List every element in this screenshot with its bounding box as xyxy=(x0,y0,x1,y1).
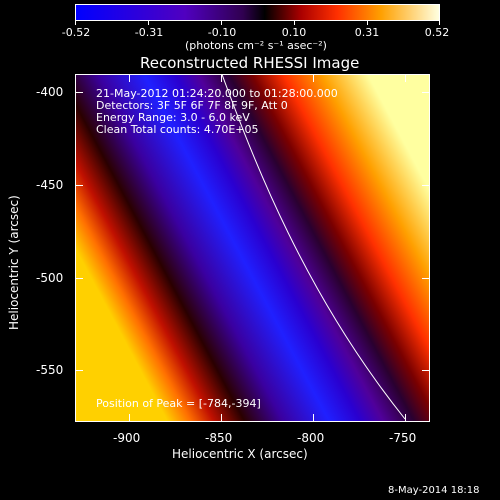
y-tick xyxy=(422,278,430,279)
x-tick-label: -850 xyxy=(205,431,233,445)
colorbar-tick-label: -0.52 xyxy=(61,26,91,39)
colorbar-units: (photons cm⁻² s⁻¹ asec⁻²) xyxy=(185,39,327,52)
colorbar-tick-label: 0.10 xyxy=(281,26,307,39)
x-tick-label: -800 xyxy=(297,431,325,445)
colorbar-tick-label: -0.31 xyxy=(134,26,164,39)
colorbar-tick-label: 0.31 xyxy=(354,26,380,39)
chart-title: Reconstructed RHESSI Image xyxy=(140,54,360,72)
y-tick xyxy=(422,92,430,93)
y-tick-label: -400 xyxy=(36,85,64,99)
x-tick xyxy=(221,74,222,82)
colorbar-tick xyxy=(221,21,222,25)
generation-date: 8-May-2014 18:18 xyxy=(388,485,480,496)
rhessi-image xyxy=(75,74,430,422)
energy-range-label: Energy Range: 3.0 - 6.0 keV xyxy=(96,111,250,124)
y-tick xyxy=(75,185,83,186)
x-axis-label: Heliocentric X (arcsec) xyxy=(172,447,308,461)
colorbar-tick-label: 0.52 xyxy=(424,26,450,39)
colorbar xyxy=(75,4,440,21)
x-tick xyxy=(313,414,314,422)
colorbar-tick xyxy=(439,21,440,25)
y-tick xyxy=(75,278,83,279)
y-tick xyxy=(422,370,430,371)
y-tick xyxy=(75,92,83,93)
method-label: Clean Total counts: 4.70E+05 xyxy=(96,123,259,136)
y-tick xyxy=(75,370,83,371)
x-tick xyxy=(129,414,130,422)
detectors-label: Detectors: 3F 5F 6F 7F 8F 9F, Att 0 xyxy=(96,99,288,112)
colorbar-tick xyxy=(367,21,368,25)
x-tick xyxy=(129,74,130,82)
x-tick xyxy=(405,74,406,82)
y-axis-label: Heliocentric Y (arcsec) xyxy=(7,195,21,330)
colorbar-tick xyxy=(75,21,76,25)
colorbar-tick xyxy=(148,21,149,25)
colorbar-tick-label: -0.10 xyxy=(207,26,237,39)
y-tick-label: -450 xyxy=(36,178,64,192)
x-tick-label: -750 xyxy=(389,431,417,445)
y-tick xyxy=(422,185,430,186)
y-tick-label: -550 xyxy=(36,363,64,377)
colorbar-tick xyxy=(294,21,295,25)
x-tick xyxy=(313,74,314,82)
x-tick-label: -900 xyxy=(113,431,141,445)
plot-frame xyxy=(75,74,430,422)
peak-position-label: Position of Peak = [-784,-394] xyxy=(96,397,261,410)
x-tick xyxy=(221,414,222,422)
time-range-label: 21-May-2012 01:24:20.000 to 01:28:00.000 xyxy=(96,87,338,100)
x-tick xyxy=(405,414,406,422)
y-tick-label: -500 xyxy=(36,271,64,285)
